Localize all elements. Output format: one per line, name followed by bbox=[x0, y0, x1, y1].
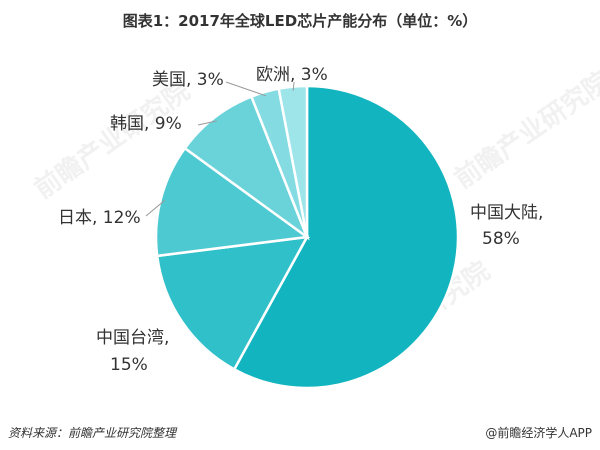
slice-label-korea: 韩国, 9% bbox=[110, 114, 182, 134]
slice-label-usa: 美国, 3% bbox=[152, 70, 224, 90]
leader-line-3 bbox=[197, 120, 218, 126]
slice-label-europe: 欧洲, 3% bbox=[256, 65, 328, 85]
slice-label-china-mainland-name: 中国大陆, bbox=[470, 203, 543, 223]
slice-label-china-taiwan-name: 中国台湾, bbox=[96, 328, 169, 348]
pie-slice-5 bbox=[277, 84, 309, 238]
pie-slice-3 bbox=[183, 94, 310, 241]
pie-slice-1 bbox=[155, 235, 310, 372]
slice-label-china-mainland-value: 58% bbox=[482, 229, 520, 249]
chart-title: 图表1：2017年全球LED芯片产能分布（单位：%） bbox=[122, 12, 478, 30]
slice-label-japan: 日本, 12% bbox=[58, 208, 141, 228]
source-note: 资料来源：前瞻产业研究院整理 bbox=[8, 426, 177, 440]
pie-slices bbox=[154, 84, 460, 390]
slice-label-china-taiwan-value: 15% bbox=[110, 355, 148, 375]
brand-note: @前瞻经济学人APP bbox=[485, 426, 592, 440]
leader-line-4 bbox=[225, 81, 267, 97]
pie-slice-2 bbox=[154, 146, 311, 258]
leader-line-2 bbox=[145, 200, 165, 217]
slice-labels: 中国大陆, 58% 中国台湾, 15% 日本, 12% 韩国, 9% 美国, 3… bbox=[58, 65, 543, 375]
pie-slice-0 bbox=[232, 84, 460, 390]
leader-line-5 bbox=[292, 81, 295, 91]
leader-lines bbox=[145, 81, 295, 217]
